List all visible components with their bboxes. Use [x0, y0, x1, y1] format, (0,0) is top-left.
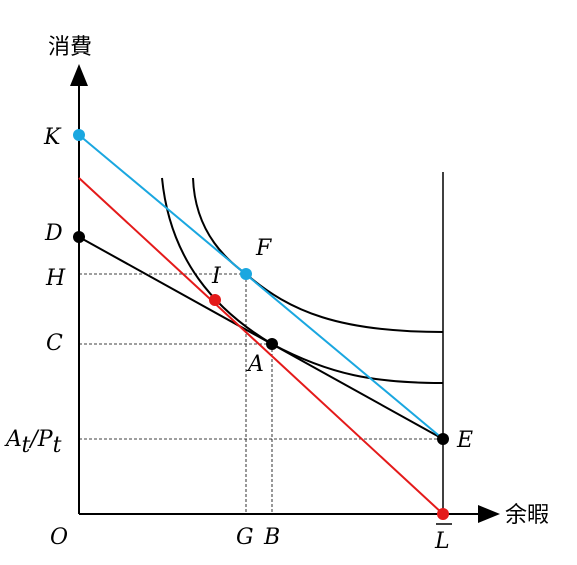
label-B: B — [263, 525, 280, 550]
indifference-curve-low — [161, 177, 444, 384]
label-L: L — [434, 529, 450, 554]
budget-line-red — [78, 177, 444, 515]
point-K — [73, 129, 85, 141]
label-D: D — [44, 221, 63, 246]
indifference-curve-high — [192, 177, 444, 333]
label-K: K — [43, 125, 62, 150]
point-L — [437, 508, 449, 520]
label-C: C — [46, 331, 63, 356]
dashed-guides — [79, 273, 443, 514]
label-E: E — [456, 428, 473, 453]
budget-line-blue — [78, 134, 444, 440]
label-H: H — [45, 266, 66, 291]
y-axis-title: 消費 — [48, 35, 92, 60]
x-axis-title: 余暇 — [505, 503, 549, 528]
x-axis-arrowhead — [478, 505, 500, 523]
label-I: I — [211, 264, 222, 289]
label-F: F — [255, 236, 272, 261]
point-A — [266, 338, 278, 350]
label-origin: O — [50, 525, 68, 550]
point-D — [73, 231, 85, 243]
point-E — [437, 433, 449, 445]
label-A: A — [246, 352, 264, 377]
label-G: G — [236, 525, 254, 550]
point-F — [240, 268, 252, 280]
y-axis-arrowhead — [70, 64, 88, 86]
label-At-Pt: At/Pt — [4, 427, 62, 458]
budget-line-black — [78, 236, 444, 440]
point-I — [209, 294, 221, 306]
